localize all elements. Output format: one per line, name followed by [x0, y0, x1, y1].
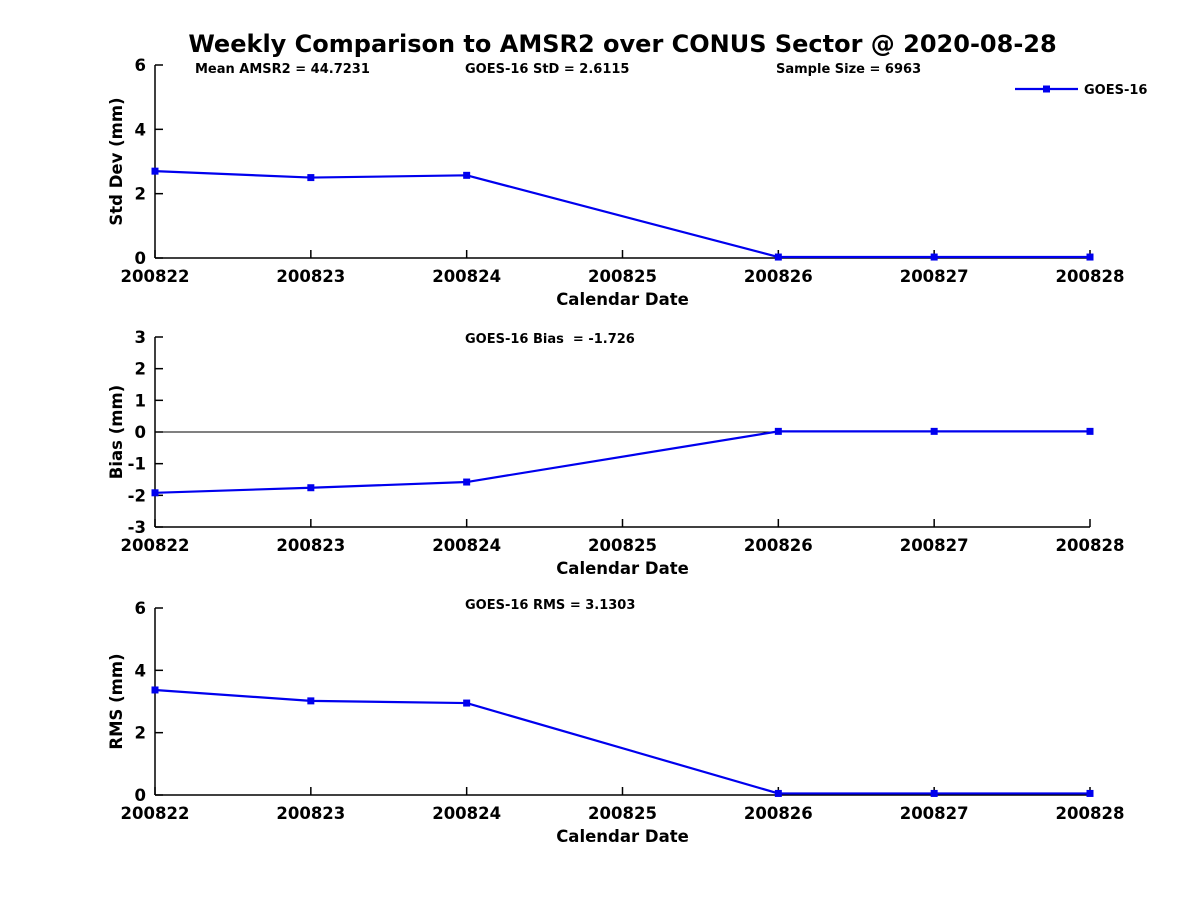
data-point-marker: [930, 427, 938, 435]
x-tick-label: 200822: [121, 267, 190, 286]
y-tick-label: -2: [128, 486, 146, 505]
data-point-marker: [774, 253, 782, 261]
x-tick-label: 200828: [1056, 804, 1125, 823]
x-axis-title: Calendar Date: [556, 290, 689, 309]
stat-annotation: GOES-16 RMS = 3.1303: [465, 598, 635, 613]
stat-annotation: Sample Size = 6963: [776, 62, 921, 77]
stat-annotation: Mean AMSR2 = 44.7231: [195, 62, 370, 77]
data-point-marker: [151, 167, 159, 175]
rms-plot: 0 2 4 6 200822 200823 200824 200825 200826 200827…: [107, 598, 1124, 846]
x-tick-label: 200827: [900, 267, 969, 286]
y-tick-label: 3: [135, 328, 146, 347]
y-tick-label: 0: [135, 423, 146, 442]
x-tick-label: 200822: [121, 804, 190, 823]
legend-marker: [1043, 85, 1050, 93]
x-tick-label: 200825: [588, 267, 657, 286]
x-axis-title: Calendar Date: [556, 827, 689, 846]
data-point-marker: [463, 699, 471, 707]
bias-series-line: [154, 430, 1090, 494]
x-tick-label: 200824: [432, 267, 501, 286]
x-tick-label: 200827: [900, 536, 969, 555]
y-tick-label: 2: [135, 360, 146, 379]
y-tick-label: 1: [135, 391, 146, 410]
y-axis-title: Std Dev (mm): [107, 97, 126, 225]
data-point-marker: [1086, 427, 1094, 435]
x-tick-label: 200826: [744, 804, 813, 823]
std-dev-plot: 0 2 4 6 200822 200823 200824 200825 200826 200827…: [107, 56, 1124, 309]
data-point-marker: [307, 174, 315, 182]
x-tick-label: 200826: [744, 536, 813, 555]
x-tick-label: 200828: [1056, 267, 1125, 286]
x-tick-label: 200827: [900, 804, 969, 823]
data-point-marker: [463, 171, 471, 179]
x-axis-title: Calendar Date: [556, 559, 689, 578]
stat-annotation: GOES-16 StD = 2.6115: [465, 62, 629, 77]
y-tick-label: 6: [135, 56, 146, 75]
data-point-marker: [151, 686, 159, 694]
stat-annotation: GOES-16 Bias = -1.726: [465, 332, 635, 347]
y-axis-title: Bias (mm): [107, 385, 126, 479]
x-tick-label: 200824: [432, 536, 501, 555]
std-dev-series-line: [154, 170, 1090, 259]
y-tick-label: -1: [128, 455, 146, 474]
data-point-marker: [463, 478, 471, 486]
legend-label: GOES-16: [1084, 83, 1147, 98]
y-tick-label: 4: [135, 120, 146, 139]
figure-title: Weekly Comparison to AMSR2 over CONUS Se…: [188, 30, 1057, 58]
x-tick-label: 200826: [744, 267, 813, 286]
y-tick-label: 6: [135, 599, 146, 618]
x-tick-label: 200823: [276, 804, 345, 823]
data-point-marker: [774, 427, 782, 435]
data-point-marker: [307, 697, 315, 705]
data-point-marker: [930, 789, 938, 797]
legend: GOES-16: [1015, 83, 1147, 98]
data-point-marker: [151, 489, 159, 497]
x-tick-label: 200824: [432, 804, 501, 823]
x-tick-label: 200823: [276, 267, 345, 286]
x-tick-label: 200823: [276, 536, 345, 555]
y-tick-label: -3: [128, 518, 146, 537]
y-tick-label: 0: [135, 249, 146, 268]
data-point-marker: [1086, 789, 1094, 797]
y-tick-label: 2: [135, 724, 146, 743]
data-point-marker: [307, 484, 315, 492]
x-tick-label: 200825: [588, 536, 657, 555]
y-tick-label: 0: [135, 786, 146, 805]
y-axis-title: RMS (mm): [107, 653, 126, 749]
rms-series-line: [154, 688, 1090, 795]
y-tick-label: 2: [135, 185, 146, 204]
y-tick-label: 4: [135, 661, 146, 680]
data-point-marker: [774, 789, 782, 797]
bias-plot: -3 -2 -1 0 1 2 3 200822 200823 200824 200825 200826…: [107, 328, 1124, 578]
x-tick-label: 200825: [588, 804, 657, 823]
data-point-marker: [1086, 253, 1094, 261]
x-tick-label: 200822: [121, 536, 190, 555]
data-point-marker: [930, 253, 938, 261]
x-tick-label: 200828: [1056, 536, 1125, 555]
